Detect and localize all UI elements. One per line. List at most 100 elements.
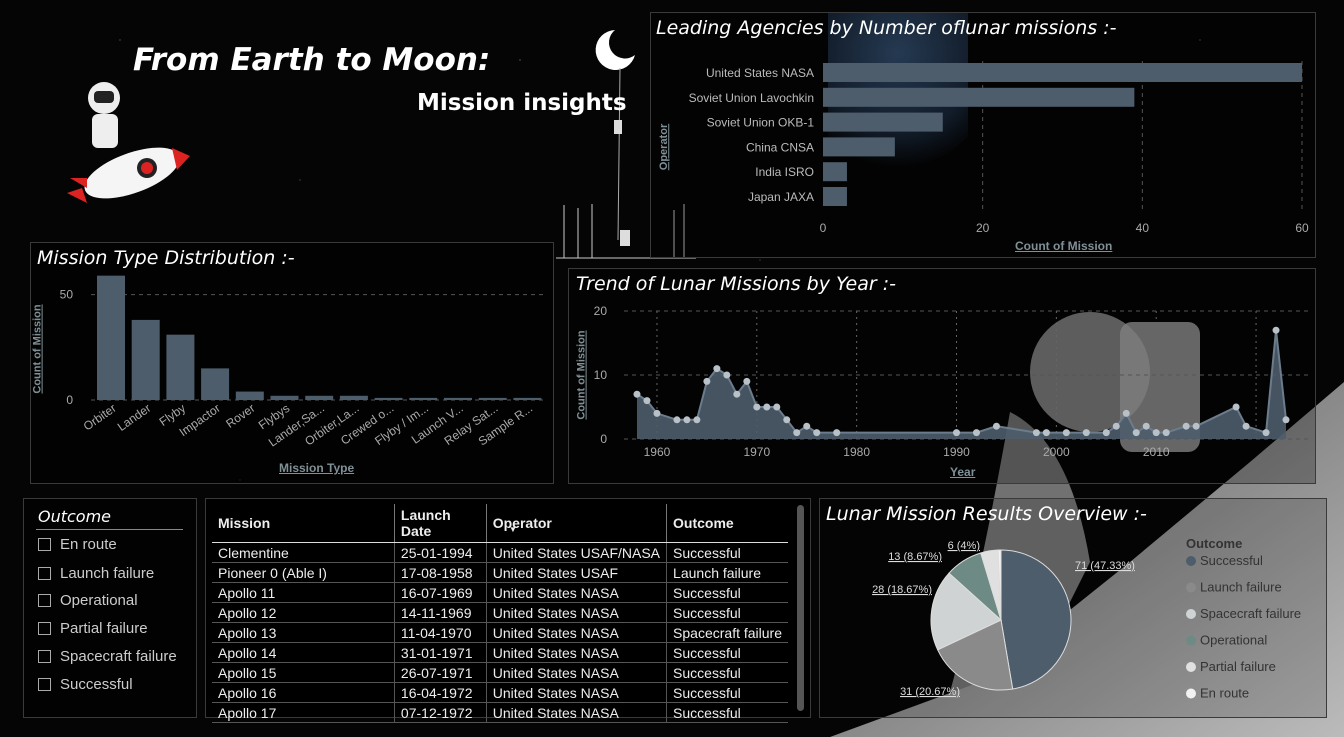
data-point bbox=[633, 390, 641, 398]
table-cell: 17-08-1958 bbox=[394, 562, 487, 583]
data-point bbox=[1162, 429, 1170, 437]
bar bbox=[201, 368, 230, 400]
trend-y-axis-label: Count of Mission bbox=[575, 330, 588, 420]
table-row[interactable]: Apollo 15 26-07-1971 United States NASA Suc… bbox=[212, 662, 788, 683]
data-point bbox=[1122, 409, 1130, 417]
legend-label: Successful bbox=[1200, 553, 1263, 568]
data-point bbox=[733, 390, 741, 398]
x-tick-label: 1980 bbox=[843, 445, 870, 459]
outcome-option-operational[interactable]: Operational bbox=[38, 592, 138, 609]
outcome-option-spacecraft-failure[interactable]: Spacecraft failure bbox=[38, 648, 177, 665]
data-point bbox=[813, 429, 821, 437]
checkbox[interactable] bbox=[38, 538, 51, 551]
data-point bbox=[1102, 429, 1110, 437]
bar bbox=[823, 137, 895, 157]
bar bbox=[823, 112, 943, 132]
bar bbox=[374, 397, 403, 400]
category-label: Rover bbox=[223, 401, 257, 431]
table-cell: 16-04-1972 bbox=[394, 682, 487, 703]
x-tick-label: 40 bbox=[1136, 221, 1150, 235]
x-tick-label: 2010 bbox=[1143, 445, 1170, 459]
data-point bbox=[1082, 429, 1090, 437]
bar bbox=[270, 395, 299, 400]
pie-slice bbox=[997, 549, 1002, 621]
column-header-outcome[interactable]: Outcome bbox=[666, 504, 788, 543]
results-panel: Lunar Mission Results Overview :- 71 (47… bbox=[819, 498, 1327, 718]
bar bbox=[305, 395, 334, 400]
x-tick-label: 20 bbox=[976, 221, 990, 235]
category-label: United States NASA bbox=[706, 66, 814, 80]
table-row[interactable]: Apollo 16 16-04-1972 United States NASA Suc… bbox=[212, 682, 788, 703]
table-row[interactable]: Clementine 25-01-1994 United States USAF/N… bbox=[212, 542, 788, 563]
bar bbox=[339, 395, 368, 400]
column-header-mission[interactable]: Mission bbox=[212, 504, 395, 543]
mission-type-title: Mission Type Distribution :- bbox=[37, 247, 295, 269]
column-header-operator[interactable]: Operator ▼ bbox=[486, 504, 668, 543]
column-header-launch-date[interactable]: Launch Date bbox=[394, 504, 487, 543]
agencies-y-axis-label: Operator bbox=[658, 123, 671, 171]
table-row[interactable]: Apollo 11 16-07-1969 United States NASA Suc… bbox=[212, 582, 788, 603]
legend-label: Partial failure bbox=[1200, 659, 1276, 674]
legend-label: Launch failure bbox=[1200, 580, 1282, 595]
missions-table: Mission Launch Date Operator ▼ Outcome Cl… bbox=[212, 504, 788, 723]
checkbox[interactable] bbox=[38, 567, 51, 580]
checkbox[interactable] bbox=[38, 594, 51, 607]
table-row[interactable]: Apollo 17 07-12-1972 United States NASA Suc… bbox=[212, 702, 788, 723]
table-cell: Apollo 16 bbox=[212, 682, 395, 703]
legend-marker bbox=[1186, 662, 1196, 672]
category-label: Soviet Union Lavochkin bbox=[689, 91, 814, 105]
bar bbox=[823, 63, 1302, 82]
table-header-row: Mission Launch Date Operator ▼ Outcome bbox=[212, 504, 788, 543]
legend-marker bbox=[1186, 688, 1196, 699]
table-cell: United States NASA bbox=[486, 682, 668, 703]
outcome-option-successful[interactable]: Successful bbox=[38, 676, 133, 693]
sort-desc-icon[interactable]: ▼ bbox=[509, 525, 517, 534]
table-cell: Apollo 17 bbox=[212, 702, 395, 723]
checkbox[interactable] bbox=[38, 650, 51, 663]
outcome-option-en-route[interactable]: En route bbox=[38, 536, 117, 553]
data-point bbox=[1152, 429, 1160, 437]
table-cell: United States NASA bbox=[486, 642, 668, 663]
outcome-option-launch-failure[interactable]: Launch failure bbox=[38, 565, 154, 582]
outcome-option-label: Successful bbox=[60, 676, 133, 693]
data-point bbox=[1272, 326, 1280, 334]
dashboard-title: From Earth to Moon: bbox=[133, 42, 491, 78]
table-row[interactable]: Apollo 14 31-01-1971 United States NASA Suc… bbox=[212, 642, 788, 663]
outcome-option-partial-failure[interactable]: Partial failure bbox=[38, 620, 148, 637]
table-cell: 26-07-1971 bbox=[394, 662, 487, 683]
data-point bbox=[992, 422, 1000, 430]
x-tick-label: 1990 bbox=[943, 445, 970, 459]
table-cell: Apollo 11 bbox=[212, 582, 395, 603]
checkbox[interactable] bbox=[38, 622, 51, 635]
y-tick-label: 20 bbox=[594, 304, 608, 318]
bar bbox=[235, 391, 264, 400]
data-point bbox=[653, 409, 661, 417]
data-point bbox=[1062, 429, 1070, 437]
mission-type-panel: Mission Type Distribution :- 0 50 Orbiter L… bbox=[30, 242, 554, 484]
data-point bbox=[783, 416, 791, 424]
pie-slice bbox=[1000, 549, 1072, 690]
bar bbox=[823, 162, 847, 182]
table-cell: Launch failure bbox=[666, 562, 788, 583]
pie-slice bbox=[936, 619, 1014, 691]
pie-data-label: 6 (4%) bbox=[948, 540, 980, 552]
table-row[interactable]: Apollo 13 11-04-1970 United States NASA Spa… bbox=[212, 622, 788, 643]
table-cell: Successful bbox=[666, 542, 788, 563]
data-point bbox=[1282, 416, 1290, 424]
table-row[interactable]: Apollo 12 14-11-1969 United States NASA Suc… bbox=[212, 602, 788, 623]
data-point bbox=[673, 416, 681, 424]
bar bbox=[513, 397, 542, 400]
trend-panel: Trend of Lunar Missions by Year :- 0 10 20… bbox=[568, 268, 1316, 484]
data-point bbox=[953, 429, 961, 437]
trend-area-chart: 0 10 20 1960 1970 1980 1990 2000 2010 bbox=[594, 304, 1309, 459]
data-point bbox=[793, 429, 801, 437]
outcome-option-label: En route bbox=[60, 536, 117, 553]
moon-balloon-icon bbox=[595, 30, 635, 246]
table-cell: 16-07-1969 bbox=[394, 582, 487, 603]
table-row[interactable]: Pioneer 0 (Able I) 17-08-1958 United State… bbox=[212, 562, 788, 583]
data-point bbox=[743, 377, 751, 385]
trend-area bbox=[636, 330, 1287, 439]
table-scrollbar[interactable] bbox=[797, 505, 804, 711]
checkbox[interactable] bbox=[38, 678, 51, 691]
category-label: Lander bbox=[115, 401, 154, 434]
